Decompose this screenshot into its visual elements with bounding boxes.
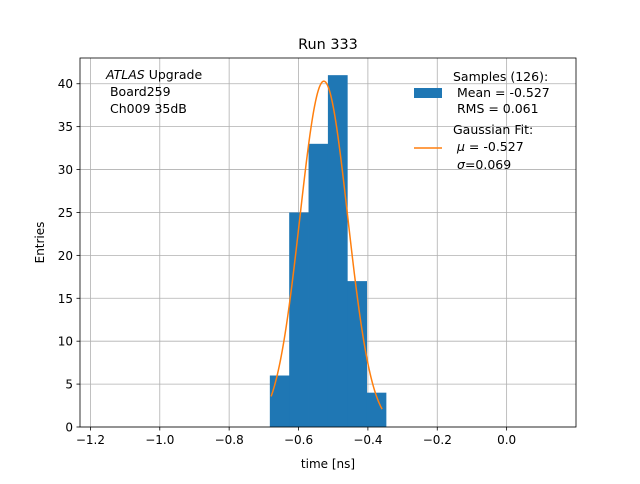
y-tick-label: 0 (65, 421, 73, 435)
legend-hist-line-1: Samples (126): (453, 69, 548, 84)
legend-hist-line-3: RMS = 0.061 (453, 101, 539, 116)
y-axis-label: Entries (33, 222, 47, 264)
x-tick-label: −0.4 (353, 433, 382, 447)
y-tick-label: 5 (65, 378, 73, 392)
y-tick-label: 30 (58, 163, 73, 177)
y-axis: 0 5 10 15 20 25 30 35 40 (58, 77, 80, 435)
x-axis: −1.2 −1.0 −0.8 −0.6 −0.4 −0.2 0.0 (76, 427, 516, 447)
legend-mu-value: = -0.527 (465, 139, 524, 154)
legend-hist-line-2: Mean = -0.527 (453, 85, 550, 100)
y-tick-label: 10 (58, 335, 73, 349)
annotation-upgrade: Upgrade (145, 67, 203, 82)
annotation-line-2: Board259 (106, 84, 171, 99)
histogram-bar (308, 143, 329, 427)
annotation-atlas: ATLAS (105, 67, 145, 82)
plot-frame (79, 57, 577, 428)
legend: Samples (126): Mean = -0.527 RMS = 0.061… (414, 69, 550, 172)
x-tick-label: −0.6 (284, 433, 313, 447)
x-tick-label: −0.2 (423, 433, 452, 447)
y-tick-label: 40 (58, 77, 73, 91)
atlas-annotation: ATLAS Upgrade Board259 Ch009 35dB (105, 67, 202, 116)
legend-mu-symbol: μ (456, 139, 465, 154)
annotation-line-1: ATLAS Upgrade (105, 67, 202, 82)
x-tick-label: −1.2 (76, 433, 105, 447)
histogram-bar (269, 375, 290, 427)
x-axis-label: time [ns] (301, 457, 355, 471)
y-tick-label: 20 (58, 249, 73, 263)
x-tick-label: 0.0 (497, 433, 516, 447)
legend-fit-line-2: μ = -0.527 (456, 139, 524, 154)
y-tick-label: 25 (58, 206, 73, 220)
legend-sigma-symbol: σ (457, 157, 466, 172)
histogram-bars (269, 75, 387, 428)
histogram-bar (289, 212, 309, 427)
histogram-bar (327, 75, 348, 428)
legend-fit-line-1: Gaussian Fit: (453, 122, 533, 137)
legend-hist-swatch (414, 88, 442, 98)
x-tick-label: −0.8 (215, 433, 244, 447)
y-tick-label: 15 (58, 292, 73, 306)
gaussian-fit-curve (270, 80, 383, 410)
y-tick-label: 35 (58, 120, 73, 134)
legend-fit-line-3: σ=0.069 (457, 157, 511, 172)
legend-sigma-value: =0.069 (465, 157, 511, 172)
chart-title: Run 333 (298, 37, 358, 53)
histogram-bar (366, 392, 387, 427)
histogram-bar (347, 281, 368, 427)
x-tick-label: −1.0 (145, 433, 174, 447)
annotation-line-3: Ch009 35dB (106, 101, 187, 116)
